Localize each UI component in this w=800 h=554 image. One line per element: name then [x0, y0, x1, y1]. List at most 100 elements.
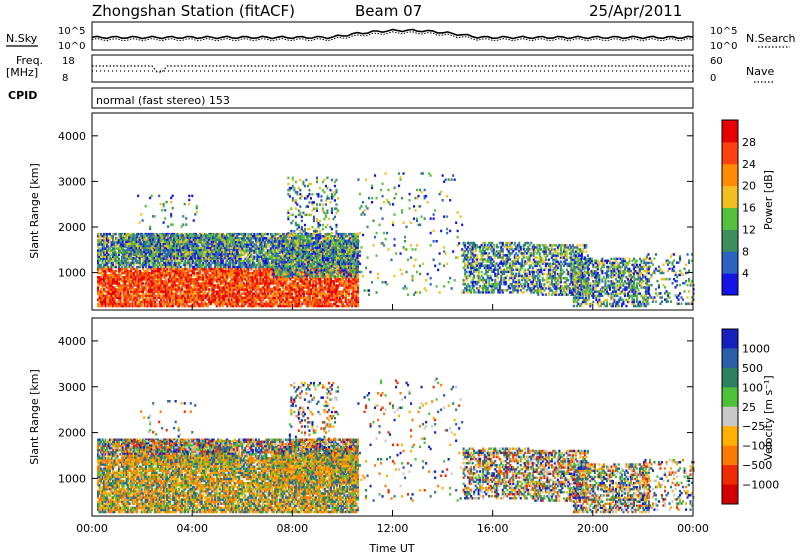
heatmap-cell	[253, 243, 256, 246]
heatmap-cell	[115, 290, 118, 293]
heatmap-cell	[233, 302, 236, 306]
heatmap-cell	[274, 290, 277, 293]
heatmap-cell	[223, 239, 226, 242]
heatmap-cell	[245, 251, 248, 254]
power-heatmap-cells	[97, 172, 695, 308]
heatmap-cell	[235, 292, 238, 295]
heatmap-cell	[197, 282, 200, 285]
cpid-value: normal (fast stereo) 153	[96, 94, 230, 107]
heatmap-cell	[247, 245, 250, 248]
heatmap-cell	[238, 232, 241, 236]
heatmap-cell	[208, 265, 211, 269]
nsky-series-line	[91, 28, 694, 40]
heatmap-cell	[208, 276, 211, 279]
heatmap-cell	[250, 304, 253, 308]
heatmap-cell	[238, 245, 241, 248]
heatmap-cell	[181, 276, 184, 279]
heatmap-cell	[247, 265, 250, 269]
heatmap-cell	[274, 298, 277, 302]
heatmap-cell	[230, 284, 233, 287]
heatmap-cell	[200, 296, 203, 299]
heatmap-cell	[218, 261, 221, 265]
heatmap-cell	[230, 280, 233, 283]
heatmap-cell	[265, 259, 268, 263]
heatmap-cell	[277, 290, 280, 293]
heatmap-cell	[215, 267, 218, 271]
heatmap-cell	[173, 302, 176, 306]
heatmap-cell	[118, 259, 121, 263]
heatmap-cell	[149, 290, 152, 293]
heatmap-cell	[253, 255, 256, 258]
heatmap-cell	[166, 296, 169, 299]
heatmap-cell	[119, 235, 122, 238]
heatmap-cell	[242, 269, 245, 273]
heatmap-cell	[224, 278, 227, 281]
heatmap-cell	[104, 247, 107, 250]
heatmap-cell	[259, 245, 262, 248]
heatmap-cell	[151, 298, 154, 302]
heatmap-cell	[100, 294, 103, 297]
heatmap-cell	[103, 288, 106, 291]
heatmap-cell	[104, 304, 107, 308]
heatmap-cell	[250, 255, 253, 258]
heatmap-cell	[113, 247, 116, 250]
heatmap-cell	[238, 241, 241, 244]
heatmap-cell	[110, 296, 113, 299]
heatmap-cell	[142, 278, 145, 281]
heatmap-cell	[268, 282, 271, 285]
heatmap-cell	[146, 276, 149, 279]
heatmap-cell	[260, 288, 263, 291]
heatmap-cell	[239, 298, 242, 302]
heatmap-cell	[242, 261, 245, 265]
heatmap-cell	[107, 296, 110, 299]
heatmap-cell	[194, 298, 197, 302]
heatmap-cell	[220, 232, 223, 236]
heatmap-cell	[269, 235, 272, 238]
heatmap-cell	[265, 300, 268, 304]
heatmap-cell	[262, 271, 265, 275]
heatmap-cell	[260, 274, 263, 277]
heatmap-cell	[128, 280, 131, 283]
heatmap-cell	[196, 271, 199, 275]
cpid-frame	[91, 87, 694, 109]
heatmap-cell	[178, 300, 181, 304]
heatmap-cell	[134, 269, 137, 273]
heatmap-cell	[152, 237, 155, 240]
heatmap-cell	[175, 269, 178, 273]
heatmap-cell	[275, 232, 278, 236]
heatmap-cell	[100, 290, 103, 293]
heatmap-cell	[265, 276, 268, 279]
heatmap-cell	[110, 259, 113, 263]
heatmap-cell	[146, 267, 149, 271]
heatmap-cell	[256, 255, 259, 258]
heatmap-cell	[208, 284, 211, 287]
heatmap-cell	[202, 263, 205, 267]
heatmap-cell	[269, 290, 272, 293]
heatmap-cell	[170, 304, 173, 308]
heatmap-cell	[262, 282, 265, 285]
heatmap-cell	[181, 259, 184, 263]
heatmap-cell	[229, 290, 232, 293]
heatmap-cell	[134, 302, 137, 306]
heatmap-cell	[247, 292, 250, 295]
heatmap-cell	[232, 278, 235, 281]
heatmap-cell	[137, 259, 140, 263]
heatmap-cell	[154, 302, 157, 306]
heatmap-cell	[220, 267, 223, 271]
heatmap-cell	[107, 298, 110, 302]
heatmap-cell	[265, 284, 268, 287]
heatmap-cell	[275, 294, 278, 297]
heatmap-cell	[116, 241, 119, 244]
heatmap-cell	[175, 271, 178, 275]
heatmap-cell	[265, 232, 268, 236]
heatmap-cell	[259, 259, 262, 263]
heatmap-cell	[229, 276, 232, 279]
heatmap-cell	[97, 243, 100, 246]
heatmap-cell	[254, 302, 257, 306]
heatmap-cell	[251, 245, 254, 248]
heatmap-cell	[146, 278, 149, 281]
heatmap-cell	[148, 276, 151, 279]
heatmap-cell	[187, 300, 190, 304]
heatmap-cell	[167, 286, 170, 289]
heatmap-cell	[245, 296, 248, 299]
